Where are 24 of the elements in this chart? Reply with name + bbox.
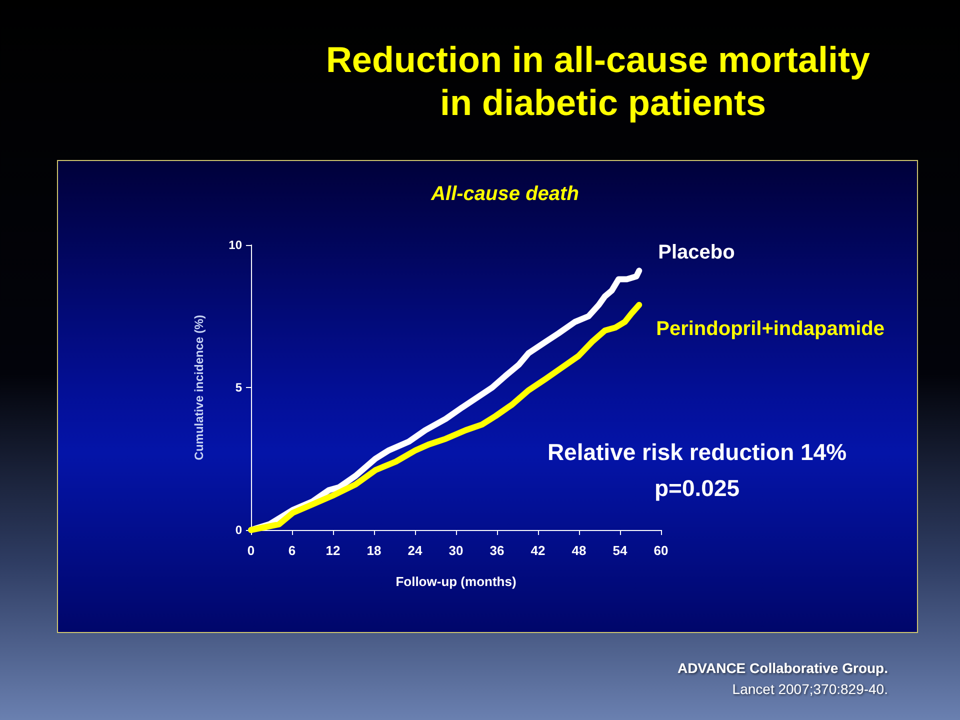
x-tick-label: 24: [408, 543, 423, 558]
y-tick-label: 10: [228, 238, 242, 252]
x-tick-label: 48: [572, 543, 586, 558]
x-tick-label: 30: [448, 543, 464, 558]
chart-subtitle: All-cause death: [430, 183, 579, 205]
x-tick-label: 42: [530, 543, 546, 558]
x-tick-label: 12: [326, 543, 340, 558]
y-axis-title: Cumulative incidence (%): [192, 314, 206, 460]
x-tick-label: 60: [654, 543, 668, 558]
x-tick-label: 54: [612, 543, 628, 558]
text: ADVANCE Collaborative Group.: [677, 660, 888, 676]
x-tick-label: 0: [247, 543, 255, 558]
text: Lancet 2007;370:829-40.: [732, 681, 888, 697]
x-tick-label: 6: [288, 543, 296, 558]
x-tick-label: 18: [366, 543, 382, 558]
annotation: p=0.025: [654, 475, 740, 501]
chart-title: Reduction in all-cause mortality in diabetic patients: [326, 39, 880, 123]
x-axis-title: Follow-up (months): [396, 574, 516, 589]
x-tick-label: 36: [490, 543, 504, 558]
series-label: Perindopril+indapamide: [656, 318, 885, 340]
y-tick-label: 0: [235, 523, 242, 537]
series-label: Placebo: [658, 242, 735, 264]
y-tick-label: 5: [235, 380, 242, 394]
annotation: Relative risk reduction 14%: [547, 439, 847, 465]
